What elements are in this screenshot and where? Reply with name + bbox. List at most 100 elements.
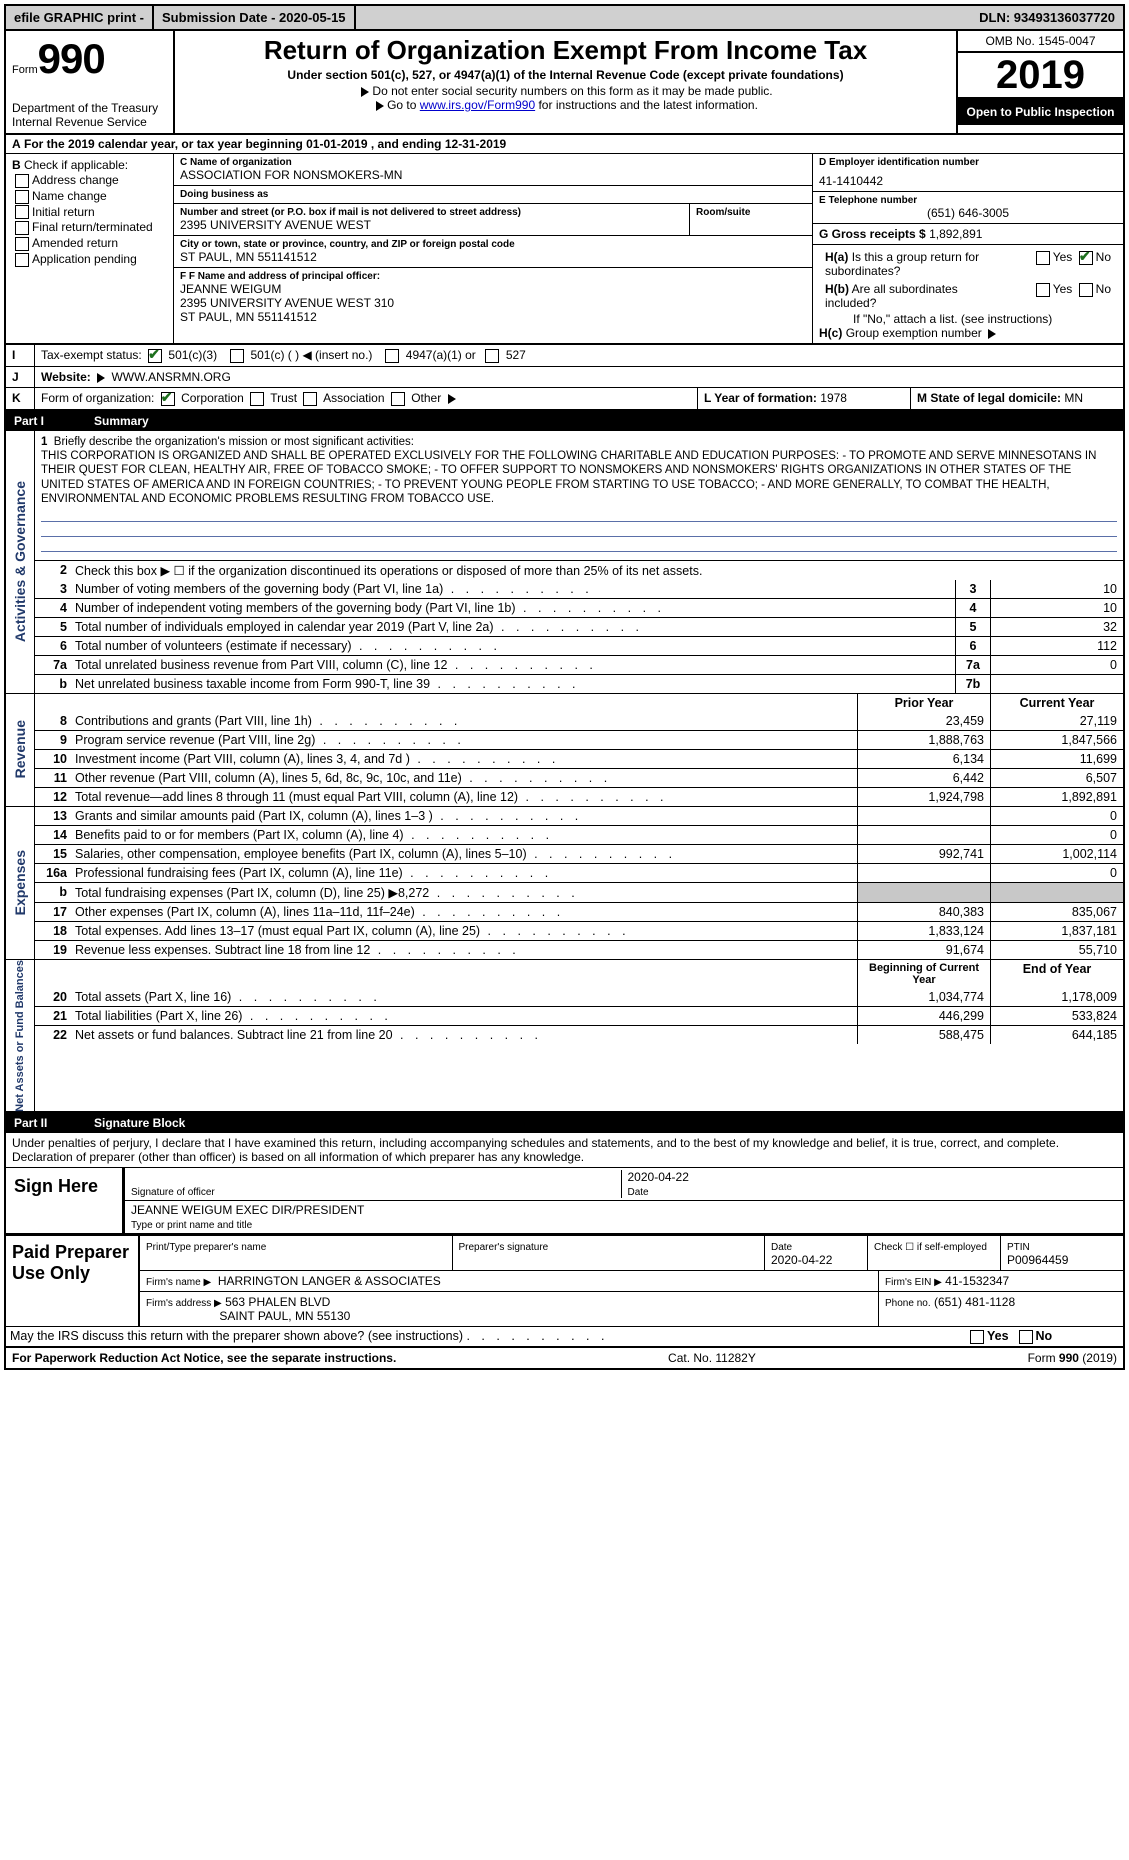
- instructions-link[interactable]: www.irs.gov/Form990: [420, 98, 535, 112]
- perjury-statement: Under penalties of perjury, I declare th…: [6, 1133, 1123, 1167]
- 527-checkbox[interactable]: [485, 349, 499, 363]
- public-inspection: Open to Public Inspection: [958, 99, 1123, 125]
- omb-number: OMB No. 1545-0047: [958, 31, 1123, 53]
- table-row: 19Revenue less expenses. Subtract line 1…: [35, 940, 1123, 959]
- final-return-checkbox[interactable]: [15, 221, 29, 235]
- part-2-header: Part II Signature Block: [6, 1113, 1123, 1133]
- table-row: 9Program service revenue (Part VIII, lin…: [35, 730, 1123, 749]
- paid-preparer-block: Paid Preparer Use Only Print/Type prepar…: [6, 1234, 1123, 1326]
- name-change-checkbox[interactable]: [15, 190, 29, 204]
- ein: 41-1410442: [819, 174, 1117, 188]
- cat-no: Cat. No. 11282Y: [668, 1351, 756, 1365]
- firm-ein: 41-1532347: [945, 1274, 1009, 1288]
- gross-receipts: 1,892,891: [929, 227, 982, 241]
- table-row: 8Contributions and grants (Part VIII, li…: [35, 712, 1123, 730]
- corp-checkbox[interactable]: [161, 392, 175, 406]
- sign-here-block: Sign Here Signature of officer 2020-04-2…: [6, 1167, 1123, 1234]
- header-right: OMB No. 1545-0047 2019 Open to Public In…: [956, 31, 1123, 133]
- line-j: J Website: WWW.ANSRMN.ORG: [6, 367, 1123, 388]
- initial-return-checkbox[interactable]: [15, 205, 29, 219]
- prep-date: 2020-04-22: [771, 1253, 832, 1267]
- dept-treasury: Department of the Treasury: [12, 101, 167, 115]
- line-k: K Form of organization: Corporation Trus…: [6, 388, 1123, 411]
- table-row: 4Number of independent voting members of…: [35, 598, 1123, 617]
- expenses-side-label: Expenses: [12, 850, 28, 915]
- net-assets-side-label: Net Assets or Fund Balances: [14, 960, 26, 1112]
- table-row: 15Salaries, other compensation, employee…: [35, 844, 1123, 863]
- governance-side-label: Activities & Governance: [12, 481, 28, 642]
- application-pending-checkbox[interactable]: [15, 253, 29, 267]
- 501c3-checkbox[interactable]: [148, 349, 162, 363]
- hb-yes-checkbox[interactable]: [1036, 283, 1050, 297]
- arrow-icon: [361, 87, 369, 97]
- col-c-org: C Name of organization ASSOCIATION FOR N…: [174, 154, 812, 343]
- discuss-no-checkbox[interactable]: [1019, 1330, 1033, 1344]
- col-d-ein: D Employer identification number 41-1410…: [812, 154, 1123, 343]
- telephone: (651) 646-3005: [819, 206, 1117, 220]
- table-row: 7aTotal unrelated business revenue from …: [35, 655, 1123, 674]
- table-row: 13Grants and similar amounts paid (Part …: [35, 807, 1123, 825]
- line-i: I Tax-exempt status: 501(c)(3) 501(c) ( …: [6, 345, 1123, 367]
- form-990: efile GRAPHIC print - Submission Date - …: [4, 4, 1125, 1370]
- firm-phone: (651) 481-1128: [934, 1295, 1015, 1309]
- table-row: 11Other revenue (Part VIII, column (A), …: [35, 768, 1123, 787]
- other-checkbox[interactable]: [391, 392, 405, 406]
- ha-yes-checkbox[interactable]: [1036, 251, 1050, 265]
- form-word: Form: [12, 64, 38, 76]
- arrow-icon: [988, 329, 996, 339]
- state-domicile: MN: [1064, 391, 1083, 405]
- table-row: bTotal fundraising expenses (Part IX, co…: [35, 882, 1123, 902]
- firm-addr2: SAINT PAUL, MN 55130: [219, 1309, 350, 1323]
- tax-year: 2019: [958, 53, 1123, 99]
- officer-addr1: 2395 UNIVERSITY AVENUE WEST 310: [180, 296, 806, 310]
- revenue-section: Revenue bPrior YearCurrent Year 8Contrib…: [6, 694, 1123, 807]
- firm-name: HARRINGTON LANGER & ASSOCIATES: [218, 1274, 441, 1288]
- address-change-checkbox[interactable]: [15, 174, 29, 188]
- table-row: bNet unrelated business taxable income f…: [35, 674, 1123, 693]
- table-row: 14Benefits paid to or for members (Part …: [35, 825, 1123, 844]
- year-formation: 1978: [820, 391, 847, 405]
- table-row: 5Total number of individuals employed in…: [35, 617, 1123, 636]
- table-row: 3Number of voting members of the governi…: [35, 580, 1123, 598]
- discuss-yes-checkbox[interactable]: [970, 1330, 984, 1344]
- revenue-side-label: Revenue: [12, 720, 28, 778]
- trust-checkbox[interactable]: [250, 392, 264, 406]
- efile-label: efile GRAPHIC print -: [6, 6, 154, 29]
- header-left: Form990 Department of the Treasury Inter…: [6, 31, 175, 133]
- form-ref: Form 990 (2019): [1028, 1351, 1117, 1365]
- sign-date: 2020-04-22: [628, 1170, 689, 1184]
- entity-grid: B Check if applicable: Address change Na…: [6, 154, 1123, 345]
- submission-date: Submission Date - 2020-05-15: [154, 6, 356, 29]
- table-row: 10Investment income (Part VIII, column (…: [35, 749, 1123, 768]
- arrow-icon: [376, 101, 384, 111]
- form-subtitle: Under section 501(c), 527, or 4947(a)(1)…: [181, 68, 950, 82]
- assoc-checkbox[interactable]: [303, 392, 317, 406]
- form-title: Return of Organization Exempt From Incom…: [181, 35, 950, 66]
- net-assets-section: Net Assets or Fund Balances Beginning of…: [6, 960, 1123, 1114]
- website: WWW.ANSRMN.ORG: [111, 370, 230, 384]
- hb-no-checkbox[interactable]: [1079, 283, 1093, 297]
- amended-return-checkbox[interactable]: [15, 237, 29, 251]
- dln: DLN: 93493136037720: [971, 6, 1123, 29]
- ha-no-checkbox[interactable]: [1079, 251, 1093, 265]
- header: Form990 Department of the Treasury Inter…: [6, 31, 1123, 135]
- firm-addr1: 563 PHALEN BLVD: [225, 1295, 330, 1309]
- table-row: 12Total revenue—add lines 8 through 11 (…: [35, 787, 1123, 806]
- 501c-checkbox[interactable]: [230, 349, 244, 363]
- form-number: 990: [38, 35, 105, 83]
- expenses-section: Expenses 13Grants and similar amounts pa…: [6, 807, 1123, 960]
- table-row: 22Net assets or fund balances. Subtract …: [35, 1025, 1123, 1044]
- table-row: 18Total expenses. Add lines 13–17 (must …: [35, 921, 1123, 940]
- 4947-checkbox[interactable]: [385, 349, 399, 363]
- row-a-period: A For the 2019 calendar year, or tax yea…: [6, 135, 1123, 154]
- arrow-icon: [97, 373, 105, 383]
- footer: For Paperwork Reduction Act Notice, see …: [6, 1346, 1123, 1368]
- paperwork-notice: For Paperwork Reduction Act Notice, see …: [12, 1351, 396, 1365]
- officer-name: JEANNE WEIGUM: [180, 282, 806, 296]
- table-row: 17Other expenses (Part IX, column (A), l…: [35, 902, 1123, 921]
- org-name: ASSOCIATION FOR NONSMOKERS-MN: [180, 168, 806, 182]
- city-state-zip: ST PAUL, MN 551141512: [180, 250, 806, 264]
- col-b-checkboxes: B Check if applicable: Address change Na…: [6, 154, 174, 343]
- top-bar: efile GRAPHIC print - Submission Date - …: [6, 6, 1123, 31]
- goto-post: for instructions and the latest informat…: [535, 98, 758, 112]
